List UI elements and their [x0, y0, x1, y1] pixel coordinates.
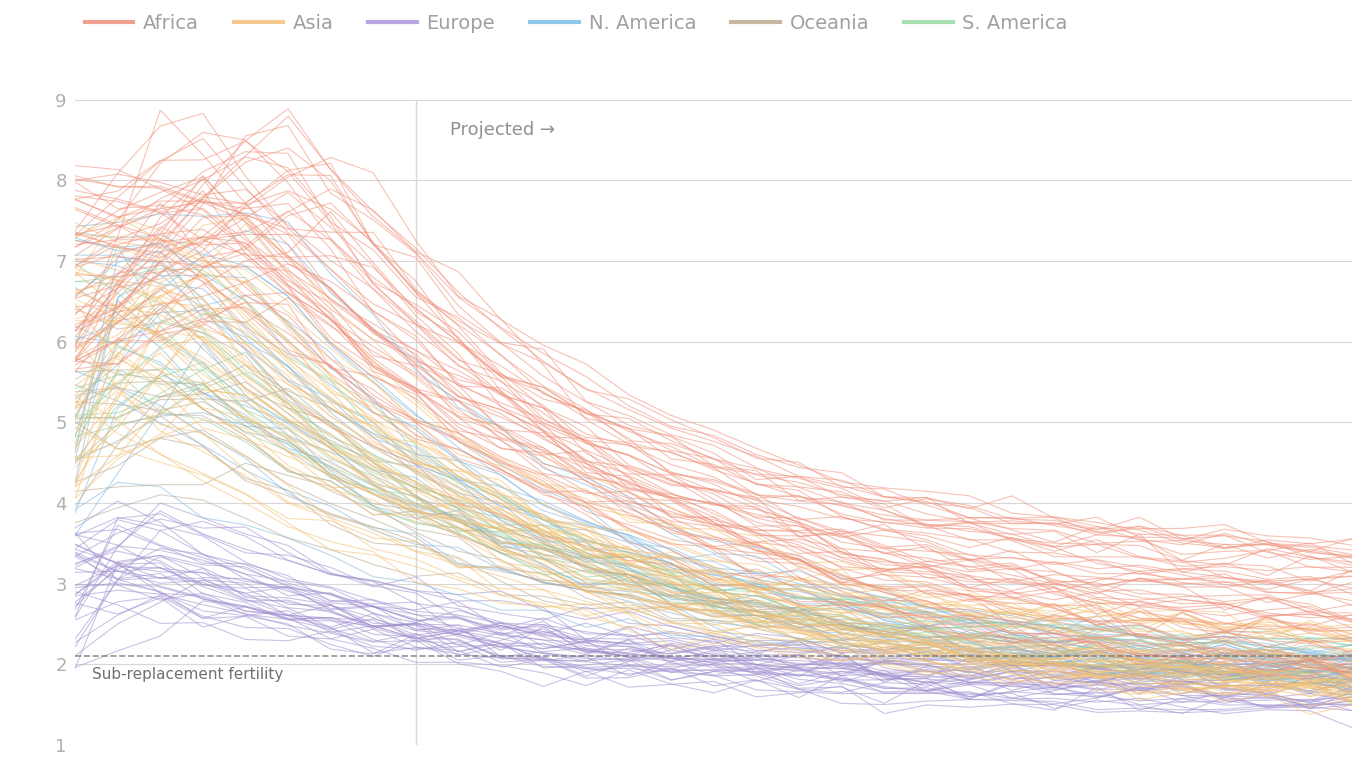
Text: Projected →: Projected → [449, 121, 555, 140]
Text: Sub-replacement fertility: Sub-replacement fertility [92, 667, 284, 682]
Legend: Africa, Asia, Europe, N. America, Oceania, S. America: Africa, Asia, Europe, N. America, Oceani… [85, 14, 1068, 32]
